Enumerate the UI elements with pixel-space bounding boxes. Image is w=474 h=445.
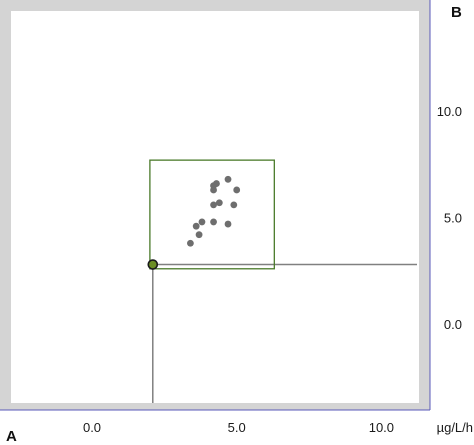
selection-box — [149, 159, 275, 270]
data-point — [198, 218, 206, 226]
panel-label-a: A — [6, 428, 17, 445]
data-point — [224, 220, 232, 228]
data-point — [210, 201, 217, 209]
data-point — [213, 180, 220, 187]
data-point — [187, 239, 194, 247]
panel-label-b: B — [451, 4, 462, 21]
data-point — [230, 201, 238, 209]
data-point — [210, 218, 217, 226]
data-point — [215, 199, 223, 207]
x-tick-label: 10.0 — [369, 420, 394, 435]
y-tick-label: 0.0 — [444, 317, 462, 332]
y-tick-label: 5.0 — [444, 211, 462, 226]
data-point — [192, 222, 200, 230]
data-point — [195, 231, 203, 239]
x-tick-label: 5.0 — [228, 420, 246, 435]
data-point — [224, 175, 232, 183]
x-tick-label: 0.0 — [83, 420, 101, 435]
data-point — [233, 186, 241, 194]
x-axis-unit-label: µg/L/h — [437, 420, 473, 435]
y-tick-label: 10.0 — [437, 104, 462, 119]
reference-point-marker — [147, 259, 159, 270]
